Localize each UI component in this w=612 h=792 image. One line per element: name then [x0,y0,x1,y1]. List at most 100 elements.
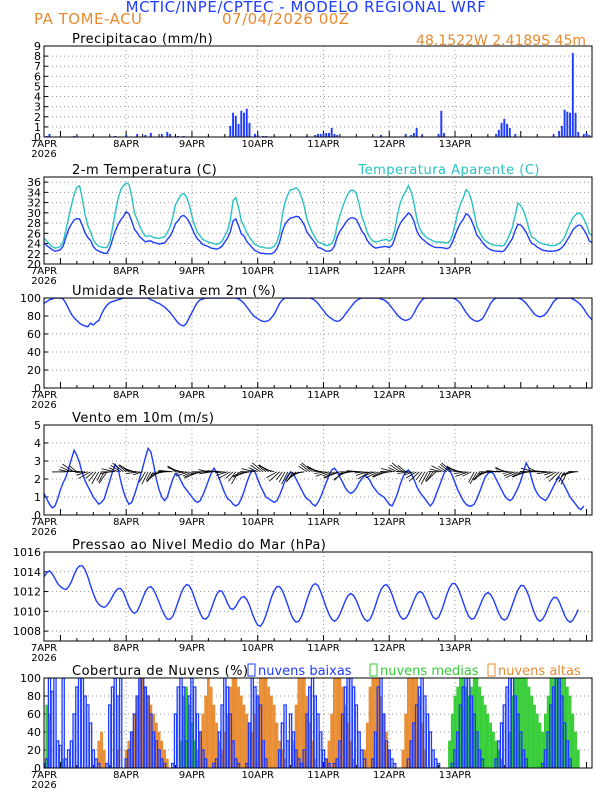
cloud-bar-nuvens-altas [97,740,101,768]
wind-barb [462,471,472,477]
x-tick-label: 11APR [307,517,340,528]
precip-bar [245,108,248,137]
x-tick-label: 7APR [31,139,57,150]
wind-barb [300,463,311,473]
wind-barb [174,471,187,474]
y-tick-label: 40 [27,726,41,739]
cloud-bar-nuvens-medias [541,731,545,768]
cloud-bar-nuvens-baixas [231,740,235,768]
y-tick-label: 34 [27,186,41,199]
y-tick-label: 20 [27,258,41,271]
wind-barb [158,470,173,473]
x-tick-label: 13APR [439,643,472,654]
wind-barb [232,471,242,477]
x-tick-label: 11APR [307,139,340,150]
y-tick-label: 3 [34,101,41,114]
wind-barb [175,471,190,477]
cloud-bar-nuvens-medias [489,722,493,768]
wind-barb [118,465,127,473]
cloud-bar-nuvens-baixas [162,762,167,768]
precip-bar [571,53,574,137]
wind-barb [381,468,395,473]
x-tick-label: 9APR [179,517,205,528]
x-tick-label: 10APR [241,390,274,401]
wind-barb [362,471,373,474]
y-tick-label: 80 [27,310,41,323]
x-tick-label: 12APR [373,643,406,654]
y-tick-label: 30 [27,207,41,220]
x-tick-label: 12APR [373,390,406,401]
cloud-bar-nuvens-baixas [434,758,438,768]
x-year-label: 2026 [31,276,56,287]
station-name: PA TOME-ACU [34,10,143,28]
wind-barb [330,471,341,476]
y-tick-label: 2 [34,473,41,486]
wind-barb [314,471,327,474]
x-tick-label: 9APR [179,266,205,277]
y-tick-label: 24 [27,238,41,251]
precip-bar [177,135,180,137]
legend-label: nuvens altas [498,664,581,679]
panel-frame [43,424,593,516]
precip-bar [336,134,339,137]
wind-barb [415,471,423,481]
cloud-bar-nuvens-baixas [97,762,101,768]
cloud-bar-nuvens-medias [574,731,577,768]
cloud-bar-nuvens-baixas [69,740,74,768]
y-tick-label: 4 [34,437,41,450]
cloud-bar-nuvens-altas [264,678,268,768]
precip-bar [136,133,139,137]
cloud-bar-nuvens-baixas [118,678,123,768]
precip-bar [410,134,413,137]
cloud-bar-nuvens-baixas [390,758,394,768]
y-tick-label: 60 [27,328,41,341]
x-tick-label: 11APR [307,770,340,781]
wind-barb [258,465,267,473]
cloud-bar-nuvens-baixas [105,762,109,768]
x-tick-label: 7APR [31,770,57,781]
y-tick-label: 28 [27,217,41,230]
precip-bar [585,132,588,137]
precip-bar [506,123,509,137]
cloud-bar-nuvens-baixas [236,762,241,768]
x-year-label: 2026 [31,653,56,664]
x-tick-label: 8APR [113,517,139,528]
wind-barb [555,471,563,481]
wind-barb [379,471,390,475]
run-time: 07/04/2026 00Z [222,10,350,28]
wind-barb [62,463,75,473]
x-tick-label: 13APR [439,139,472,150]
x-tick-label: 9APR [179,643,205,654]
series-group [44,298,592,328]
wind-barb [544,471,554,476]
y-tick-label: 36 [27,176,41,189]
panel-5: 0 20 40 60 80 100 7APR 8APR 9APR 10APR 11APR 12APR 1… [20,663,593,791]
chart-title: MCTIC/INPE/CPTEC - MODELO REGIONAL WRF [125,0,487,16]
y-tick-label: 20 [27,744,41,757]
cloud-bar-nuvens-altas [237,686,240,768]
precip-bar [503,118,506,137]
cloud-bar-nuvens-altas [102,749,106,768]
y-tick-label: 100 [20,672,41,685]
x-tick-label: 10APR [241,770,274,781]
panel-title: Pressao ao Nivel Medio do Mar (hPa) [72,538,326,553]
cloud-bar-nuvens-baixas [351,686,356,768]
wind-barb [519,471,530,474]
cloud-bar-nuvens-medias [491,731,495,768]
cloud-bar-nuvens-baixas [362,758,367,768]
wind-barb [469,471,478,485]
cloud-bar-nuvens-medias [571,713,575,768]
wind-barb [354,471,365,474]
cloud-bar-nuvens-altas [365,722,369,768]
wind-barb [495,470,510,473]
y-tick-label: 60 [27,708,41,721]
wind-barb [290,471,305,475]
wind-barb [388,467,398,473]
series-group [44,565,579,628]
x-year-label: 2026 [31,527,56,538]
precip-bar [256,134,259,137]
series-group [44,182,592,255]
wind-barb [108,467,119,473]
cloud-bar-nuvens-altas [404,713,408,768]
